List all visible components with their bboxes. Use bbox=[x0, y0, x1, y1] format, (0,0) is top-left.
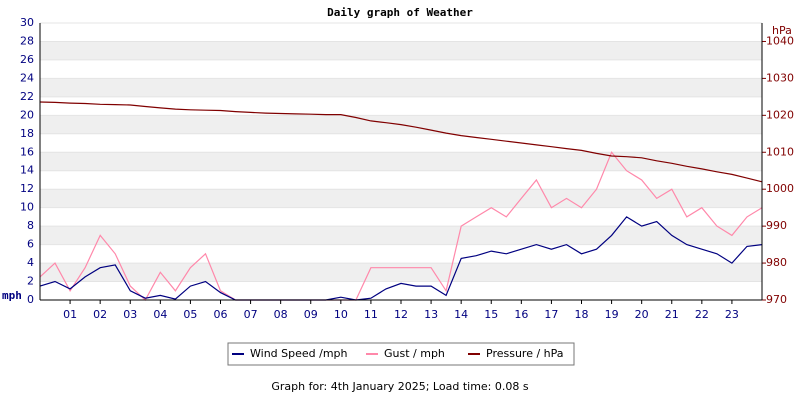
x-tick-label: 14 bbox=[454, 308, 468, 321]
x-tick-label: 07 bbox=[244, 308, 258, 321]
y-tick-label: 6 bbox=[27, 238, 34, 251]
x-tick-label: 02 bbox=[93, 308, 107, 321]
footer: Graph for: 4th January 2025; Load time: … bbox=[271, 380, 528, 393]
y2-tick-label: 1020 bbox=[766, 108, 794, 121]
grid-band bbox=[40, 41, 762, 60]
x-tick-label: 11 bbox=[364, 308, 378, 321]
x-tick-label: 18 bbox=[575, 308, 589, 321]
y2-tick-label: 1000 bbox=[766, 182, 794, 195]
y-tick-label: 30 bbox=[20, 16, 34, 29]
x-tick-label: 06 bbox=[214, 308, 228, 321]
y-tick-label: 24 bbox=[20, 71, 34, 84]
y-tick-label: 18 bbox=[20, 127, 34, 140]
x-tick-label: 15 bbox=[484, 308, 498, 321]
x-tick-label: 20 bbox=[635, 308, 649, 321]
y-tick-label: 16 bbox=[20, 145, 34, 158]
y-tick-label: 14 bbox=[20, 164, 34, 177]
y-tick-label: 2 bbox=[27, 275, 34, 288]
legend-label: Gust / mph bbox=[384, 347, 445, 360]
y2-tick-label: 1010 bbox=[766, 145, 794, 158]
y-tick-label: 28 bbox=[20, 34, 34, 47]
grid-band bbox=[40, 152, 762, 171]
y2-axis-label: hPa bbox=[772, 24, 792, 37]
x-tick-label: 04 bbox=[153, 308, 167, 321]
legend-label: Wind Speed /mph bbox=[250, 347, 348, 360]
x-tick-label: 03 bbox=[123, 308, 137, 321]
x-tick-label: 22 bbox=[695, 308, 709, 321]
y-tick-label: 0 bbox=[27, 293, 34, 306]
y-tick-label: 4 bbox=[27, 256, 34, 269]
grid-band bbox=[40, 226, 762, 245]
x-tick-label: 09 bbox=[304, 308, 318, 321]
y-tick-label: 12 bbox=[20, 182, 34, 195]
x-tick-label: 12 bbox=[394, 308, 408, 321]
x-tick-label: 08 bbox=[274, 308, 288, 321]
series-line bbox=[39, 101, 763, 183]
y-tick-label: 20 bbox=[20, 108, 34, 121]
x-tick-label: 21 bbox=[665, 308, 679, 321]
x-tick-label: 13 bbox=[424, 308, 438, 321]
y-tick-label: 26 bbox=[20, 53, 34, 66]
y-axis-label: mph bbox=[2, 289, 22, 302]
y-tick-label: 22 bbox=[20, 90, 34, 103]
grid-bands bbox=[40, 22, 762, 301]
x-tick-label: 23 bbox=[725, 308, 739, 321]
x-tick-label: 19 bbox=[605, 308, 619, 321]
x-tick-label: 17 bbox=[544, 308, 558, 321]
plot bbox=[39, 101, 763, 301]
y2-tick-label: 980 bbox=[766, 256, 787, 269]
legend bbox=[227, 342, 575, 366]
y2-tick-label: 990 bbox=[766, 219, 787, 232]
y2-tick-label: 970 bbox=[766, 293, 787, 306]
x-tick-label: 01 bbox=[63, 308, 77, 321]
x-tick-label: 16 bbox=[514, 308, 528, 321]
y-tick-label: 10 bbox=[20, 201, 34, 214]
legend-label: Pressure / hPa bbox=[486, 347, 564, 360]
y2-tick-label: 1030 bbox=[766, 71, 794, 84]
grid-band bbox=[40, 78, 762, 97]
grid-band bbox=[40, 263, 762, 282]
series-line bbox=[39, 151, 763, 301]
y2-tick-label: 1040 bbox=[766, 34, 794, 47]
series-line bbox=[39, 216, 763, 301]
x-tick-label: 10 bbox=[334, 308, 348, 321]
y-tick-label: 8 bbox=[27, 219, 34, 232]
chart-title: Daily graph of Weather bbox=[327, 6, 473, 19]
grid-band bbox=[40, 189, 762, 208]
x-tick-label: 05 bbox=[183, 308, 197, 321]
